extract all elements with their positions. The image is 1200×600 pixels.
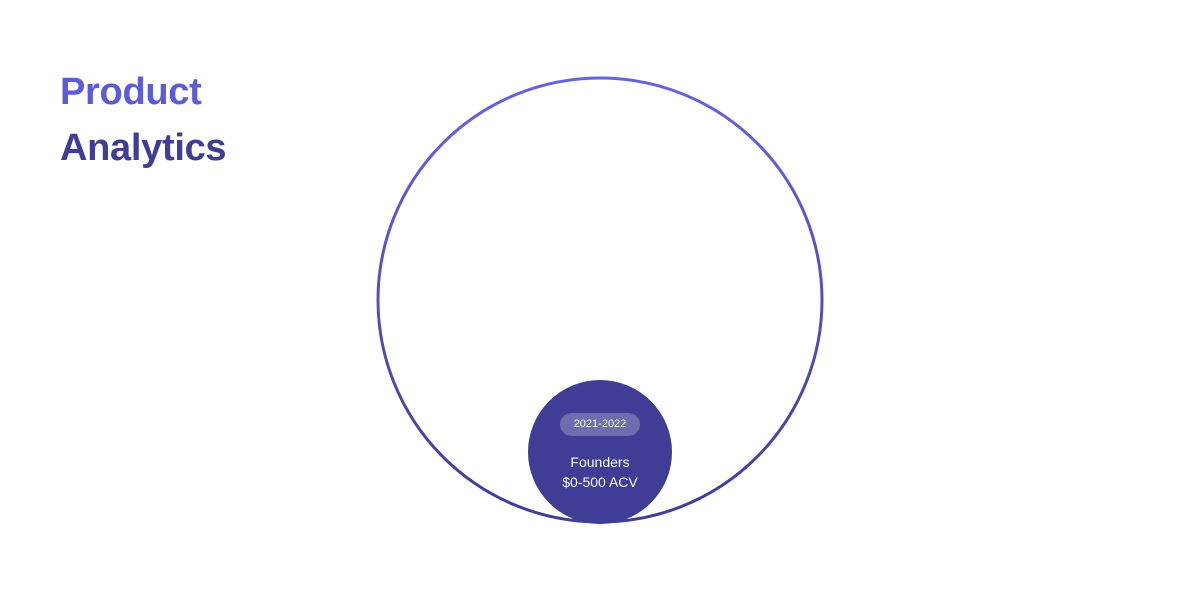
title-line-2: Analytics bbox=[60, 127, 227, 169]
segment-acv: $0-500 ACV bbox=[562, 474, 638, 490]
segment-circle bbox=[528, 380, 672, 524]
title-line-1: Product bbox=[60, 71, 202, 113]
segment-name: Founders bbox=[570, 454, 630, 470]
period-badge: 2021-2022 bbox=[560, 413, 640, 436]
page-title: Product Analytics bbox=[60, 64, 227, 176]
